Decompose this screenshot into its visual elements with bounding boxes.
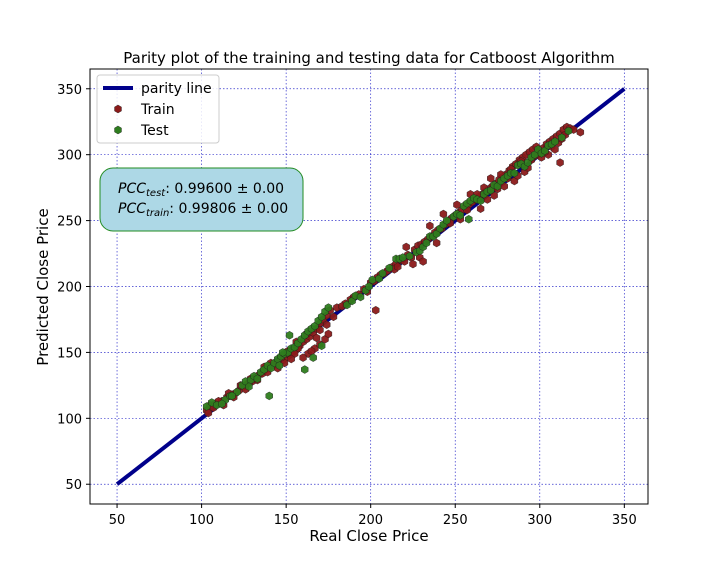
legend-test-label: Test <box>140 123 169 139</box>
test-point <box>285 331 294 340</box>
y-tick-label: 300 <box>57 149 82 164</box>
train-point <box>204 408 213 418</box>
test-point <box>510 168 519 178</box>
train-point <box>453 200 461 210</box>
test-point <box>405 251 414 261</box>
test-point <box>253 374 262 384</box>
test-series <box>203 126 573 411</box>
y-tick-label: 350 <box>57 83 82 98</box>
test-point <box>476 196 485 206</box>
test-point <box>365 282 373 291</box>
test-point <box>551 137 559 146</box>
pcc-train-text: PCCtrain: 0.99806 ± 0.00 <box>118 201 288 219</box>
train-point <box>323 320 331 329</box>
train-point <box>324 329 333 339</box>
train-point <box>576 128 585 137</box>
legend-parity-label: parity line <box>141 81 212 97</box>
test-point <box>399 253 407 262</box>
train-point <box>312 333 321 343</box>
legend-train-marker <box>114 104 122 114</box>
test-point <box>368 275 377 285</box>
train-point <box>556 158 564 167</box>
legend-box <box>96 74 220 144</box>
pcc-annotation: PCCtest: 0.99600 ± 0.00 PCCtrain: 0.9980… <box>99 167 304 232</box>
test-point <box>301 365 309 374</box>
train-point <box>432 238 441 248</box>
x-tick-label: 250 <box>443 513 468 528</box>
chart-title: Parity plot of the training and testing … <box>123 49 614 67</box>
legend-test-marker <box>114 125 122 135</box>
legend-train-label: Train <box>140 102 175 118</box>
train-point <box>419 257 427 266</box>
test-point <box>378 269 387 278</box>
test-point <box>564 126 573 136</box>
test-point <box>456 211 464 220</box>
pcc-test-value: : 0.99600 ± 0.00 <box>165 181 284 197</box>
y-tick-label: 150 <box>57 346 82 361</box>
train-point <box>409 259 417 269</box>
train-point <box>394 262 402 271</box>
test-point <box>558 133 566 142</box>
train-point <box>299 353 307 362</box>
train-point <box>329 312 338 322</box>
train-point <box>402 242 410 252</box>
test-point <box>317 341 326 351</box>
legend: parity line Train Test <box>96 74 220 144</box>
pcc-test-symbol: PCC <box>118 181 146 197</box>
x-axis-label: Real Close Price <box>309 527 428 545</box>
test-point <box>245 382 253 391</box>
test-point <box>324 303 333 312</box>
x-tick-label: 50 <box>109 513 126 528</box>
pcc-box <box>99 167 304 232</box>
pcc-test-text: PCCtest: 0.99600 ± 0.00 <box>118 181 284 199</box>
train-point <box>372 305 380 315</box>
test-point <box>275 361 284 370</box>
test-point <box>422 238 431 248</box>
pcc-train-subscript: train <box>146 208 169 219</box>
y-tick-label: 200 <box>57 281 82 296</box>
pcc-test-subscript: test <box>146 188 166 199</box>
test-point <box>385 263 393 273</box>
pcc-train-symbol: PCC <box>118 201 146 217</box>
y-axis-label: Predicted Close Price <box>34 208 52 365</box>
y-tick-label: 250 <box>57 215 82 230</box>
x-tick-label: 200 <box>358 513 383 528</box>
train-point <box>476 204 485 213</box>
x-tick-label: 150 <box>274 513 299 528</box>
test-point <box>218 399 226 409</box>
test-point <box>465 215 473 224</box>
pcc-train-value: : 0.99806 ± 0.00 <box>169 201 288 217</box>
test-point <box>356 292 365 302</box>
train-point <box>287 354 295 364</box>
test-point <box>309 353 317 362</box>
train-point <box>487 174 495 183</box>
test-point <box>228 391 236 401</box>
test-point <box>279 348 287 357</box>
y-tick-label: 100 <box>57 412 82 427</box>
y-ticks: 50 100 150 200 250 300 350 <box>57 83 90 493</box>
train-point <box>439 209 448 219</box>
train-point <box>426 221 434 231</box>
x-tick-label: 100 <box>189 513 214 528</box>
x-tick-label: 350 <box>612 513 637 528</box>
x-tick-label: 300 <box>527 513 552 528</box>
y-tick-label: 50 <box>65 478 82 493</box>
test-point <box>265 391 273 401</box>
x-ticks: 50 100 150 200 250 300 350 <box>109 504 637 528</box>
test-point <box>443 216 451 225</box>
